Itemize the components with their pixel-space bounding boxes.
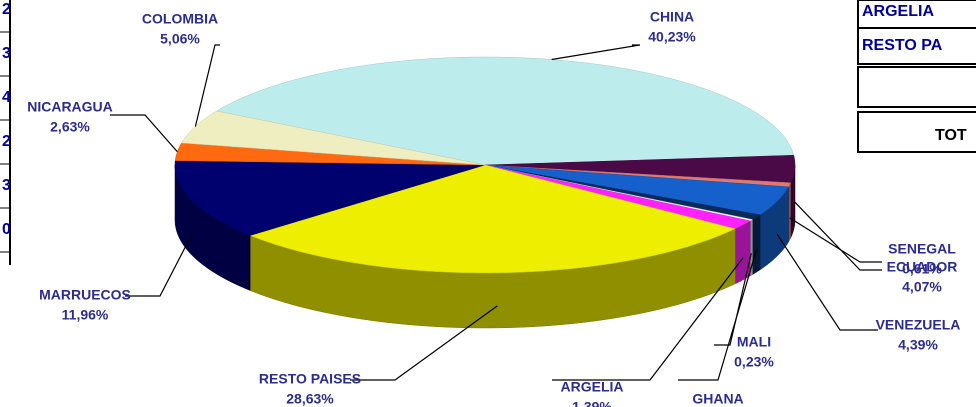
leader-line xyxy=(776,233,878,331)
slice-label: COLOMBIA xyxy=(142,11,218,27)
leader-line xyxy=(194,44,220,127)
leader-line xyxy=(794,201,882,271)
pie-slice xyxy=(249,164,736,274)
slice-label: RESTO PAISES xyxy=(259,371,361,387)
table-cell xyxy=(857,27,976,65)
table-text: ARGELIA xyxy=(862,3,934,20)
leader-line xyxy=(350,305,498,381)
pie-slice-side xyxy=(752,214,761,276)
pie-slice-side xyxy=(734,220,751,285)
slice-value-label: 4,07% xyxy=(902,279,942,295)
slice-label: NICARAGUA xyxy=(27,99,113,115)
leader-line xyxy=(551,44,641,61)
table-cell xyxy=(857,66,976,108)
slice-value-label: 11,96% xyxy=(62,307,109,323)
left-table: 2 3 4 2 3 0 xyxy=(0,0,11,265)
leader-line xyxy=(714,253,752,346)
slice-value-label: 5,06% xyxy=(160,31,200,47)
slice-label: SENEGAL xyxy=(888,241,956,257)
table-cell xyxy=(857,111,976,153)
table-text: 3 xyxy=(2,177,11,194)
pie-tops xyxy=(174,56,796,274)
table-text: 0 xyxy=(2,221,11,238)
leader-line xyxy=(110,114,178,153)
slice-value-label: 28,63% xyxy=(286,391,334,407)
table-text: 3 xyxy=(2,45,11,62)
leader-line xyxy=(789,217,882,263)
table-text: RESTO PA xyxy=(862,37,943,54)
leader-line xyxy=(552,257,744,381)
table-text: 2 xyxy=(2,1,11,18)
slice-label: MALI xyxy=(737,334,771,350)
pie-slice xyxy=(174,160,486,236)
slice-label: VENEZUELA xyxy=(876,317,961,333)
leader-line xyxy=(125,233,193,297)
table-text: 4 xyxy=(2,89,11,106)
slice-label: GHANA xyxy=(692,391,743,407)
slice-value-label: 0,61% xyxy=(902,261,942,277)
slice-value-label: 4,39% xyxy=(898,337,938,353)
slice-label: ECUADOR xyxy=(887,259,958,275)
table-text: TOT xyxy=(935,127,967,144)
pie-slice-side xyxy=(788,182,792,243)
slice-value-label: 2,63% xyxy=(50,119,90,135)
slice-label: MARRUECOS xyxy=(39,287,131,303)
table-text: 2 xyxy=(2,133,11,150)
leader-line xyxy=(678,250,757,381)
pie-slice xyxy=(484,155,796,184)
slice-value-label: 40,23% xyxy=(648,29,696,45)
slice-label: ARGELIA xyxy=(561,379,624,395)
slice-value-label: 0,23% xyxy=(734,354,774,370)
slice-label: CHINA xyxy=(650,9,694,25)
pie-slice xyxy=(484,164,790,216)
slice-value-label: 1,39% xyxy=(572,399,612,407)
right-table: ARGELIA RESTO PA TOT xyxy=(857,0,976,153)
pie-sides xyxy=(174,164,796,329)
